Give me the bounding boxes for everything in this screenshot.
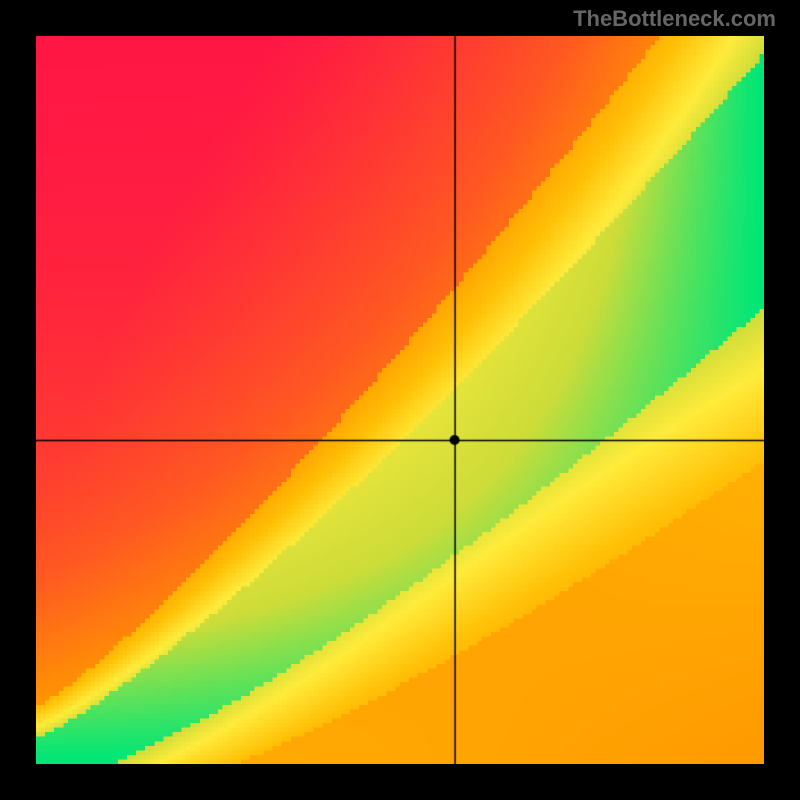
chart-container: TheBottleneck.com [0, 0, 800, 800]
bottleneck-heatmap [36, 36, 764, 764]
watermark-text: TheBottleneck.com [573, 6, 776, 32]
